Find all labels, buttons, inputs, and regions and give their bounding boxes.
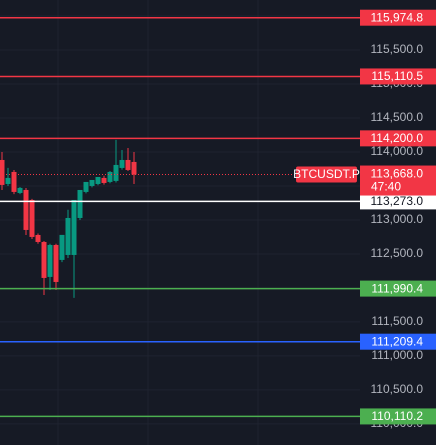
symbol-tag: BTCUSDT.P: [293, 167, 360, 181]
y-tick-label: 111,500.0: [371, 314, 423, 328]
price-label-box: [360, 9, 436, 26]
price-label-box: [360, 408, 436, 425]
candle-body: [47, 244, 53, 277]
y-tick-label: 110,500.0: [371, 382, 424, 396]
candle-body: [131, 161, 137, 175]
candle-body: [101, 177, 107, 183]
price-label: 110,110.2: [371, 409, 423, 423]
candle-body: [35, 234, 41, 242]
price-label: 113,273.0: [371, 194, 424, 208]
price-label: 111,209.4: [371, 334, 423, 348]
price-label: 115,110.5: [371, 69, 423, 83]
price-label-box: [360, 193, 436, 210]
candle-body: [113, 164, 119, 181]
price-label-box: [360, 280, 436, 297]
y-tick-label: 113,000.0: [371, 212, 424, 226]
price-label: 114,200.0: [371, 131, 424, 145]
candle-body: [65, 217, 71, 255]
price-label: 115,974.8: [371, 10, 424, 24]
candle-body: [11, 171, 17, 192]
candle-body: [119, 159, 125, 168]
price-label-box: [360, 68, 436, 85]
countdown: 47:40: [371, 180, 401, 194]
candle-body: [125, 159, 131, 170]
candle-body: [83, 181, 89, 192]
candle-body: [95, 176, 101, 184]
price-label-box: [360, 130, 436, 147]
y-tick-label: 114,500.0: [371, 110, 424, 124]
candle-body: [53, 244, 59, 282]
last-price-box: [360, 165, 436, 196]
candle-body: [107, 171, 113, 182]
candle-body: [5, 177, 11, 184]
price-label-box: [360, 333, 436, 350]
symbol-tag-box: [296, 166, 357, 183]
candle-body: [23, 189, 29, 230]
candle-body: [17, 187, 23, 193]
y-tick-label: 115,500.0: [371, 42, 424, 56]
y-tick-label: 112,500.0: [371, 246, 424, 260]
y-tick-label: 111,000.0: [371, 348, 423, 362]
candle-body: [89, 179, 95, 186]
candle-body: [77, 189, 83, 218]
candle-body: [41, 241, 47, 278]
candle-body: [71, 199, 77, 255]
candle-body: [59, 234, 65, 260]
candle-body: [29, 199, 35, 237]
price-label: 111,990.4: [371, 281, 423, 295]
last-price-label: 113,668.0: [371, 167, 424, 181]
y-tick-label: 114,000.0: [371, 144, 424, 158]
candle-body: [0, 159, 5, 185]
